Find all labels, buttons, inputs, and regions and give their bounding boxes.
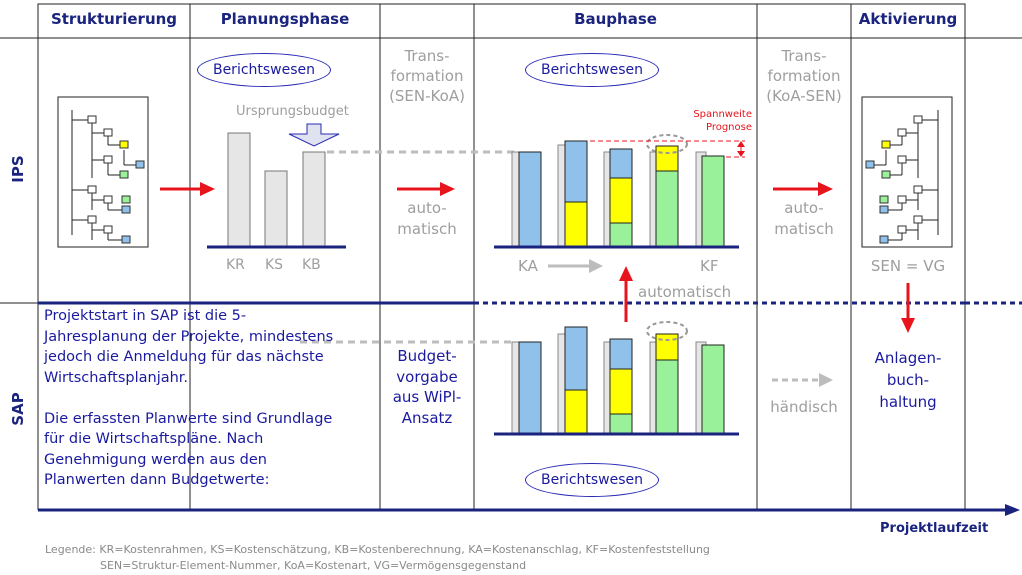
bar-label-ks: KS	[265, 257, 284, 273]
transformation-sen-koa: Trans-formation (SEN-KoA)	[389, 47, 465, 105]
header-construction: Bauphase	[574, 10, 657, 28]
label-kf: KF	[700, 257, 719, 275]
timeline-label: Projektlaufzeit	[880, 521, 989, 536]
timeline-arrowhead	[1005, 504, 1020, 516]
row-label-sap: SAP	[9, 392, 27, 426]
structure-tree-right	[861, 96, 953, 248]
header-structuring: Strukturierung	[50, 10, 178, 28]
flow-arrows	[160, 182, 915, 387]
automatic-label: automatisch	[638, 283, 732, 301]
asset-accounting-label: Anlagen-buch-haltung	[874, 349, 942, 411]
legend-line-1: Legende: KR=Kostenrahmen, KS=Kostenschät…	[45, 543, 710, 556]
report-oval-construction-ips: Berichtswesen	[525, 53, 659, 87]
sap-description: Projektstart in SAP ist die 5- Jahrespla…	[44, 308, 334, 488]
origin-budget-label: Ursprungsbudget	[236, 104, 349, 119]
header-activation: Aktivierung	[858, 10, 958, 28]
transformation-koa-sen: Trans-formation (KoA-SEN)	[766, 47, 842, 105]
report-oval-planning: Berichtswesen	[197, 53, 331, 87]
bar-kr	[227, 132, 251, 248]
header-planning: Planungsphase	[220, 10, 350, 28]
origin-budget-arrow	[288, 123, 340, 147]
range-forecast-label: Spannweite Prognose	[693, 109, 752, 133]
construction-bars-ips	[494, 134, 745, 249]
auto-label-2: auto-matisch	[774, 199, 834, 238]
manual-label: händisch	[770, 398, 838, 416]
label-ka: KA	[518, 257, 538, 275]
construction-bars-sap	[494, 321, 739, 436]
structure-tree-left	[57, 96, 149, 248]
row-label-ips: IPS	[9, 155, 27, 183]
auto-label-1: auto-matisch	[397, 199, 457, 238]
bar-label-kr: KR	[226, 257, 245, 273]
planning-bars	[207, 123, 346, 249]
bar-ks	[264, 170, 288, 248]
budget-spec-label: Budget-vorgabe aus WiPl- Ansatz	[392, 347, 462, 427]
legend-line-2: SEN=Struktur-Element-Nummer, KoA=Kostena…	[100, 559, 527, 572]
sen-vg-label: SEN = VG	[870, 257, 946, 275]
bar-kb	[302, 151, 326, 248]
bar-label-kb: KB	[302, 257, 321, 273]
grid-lines	[0, 3, 1022, 510]
report-oval-construction-sap: Berichtswesen	[525, 463, 659, 497]
